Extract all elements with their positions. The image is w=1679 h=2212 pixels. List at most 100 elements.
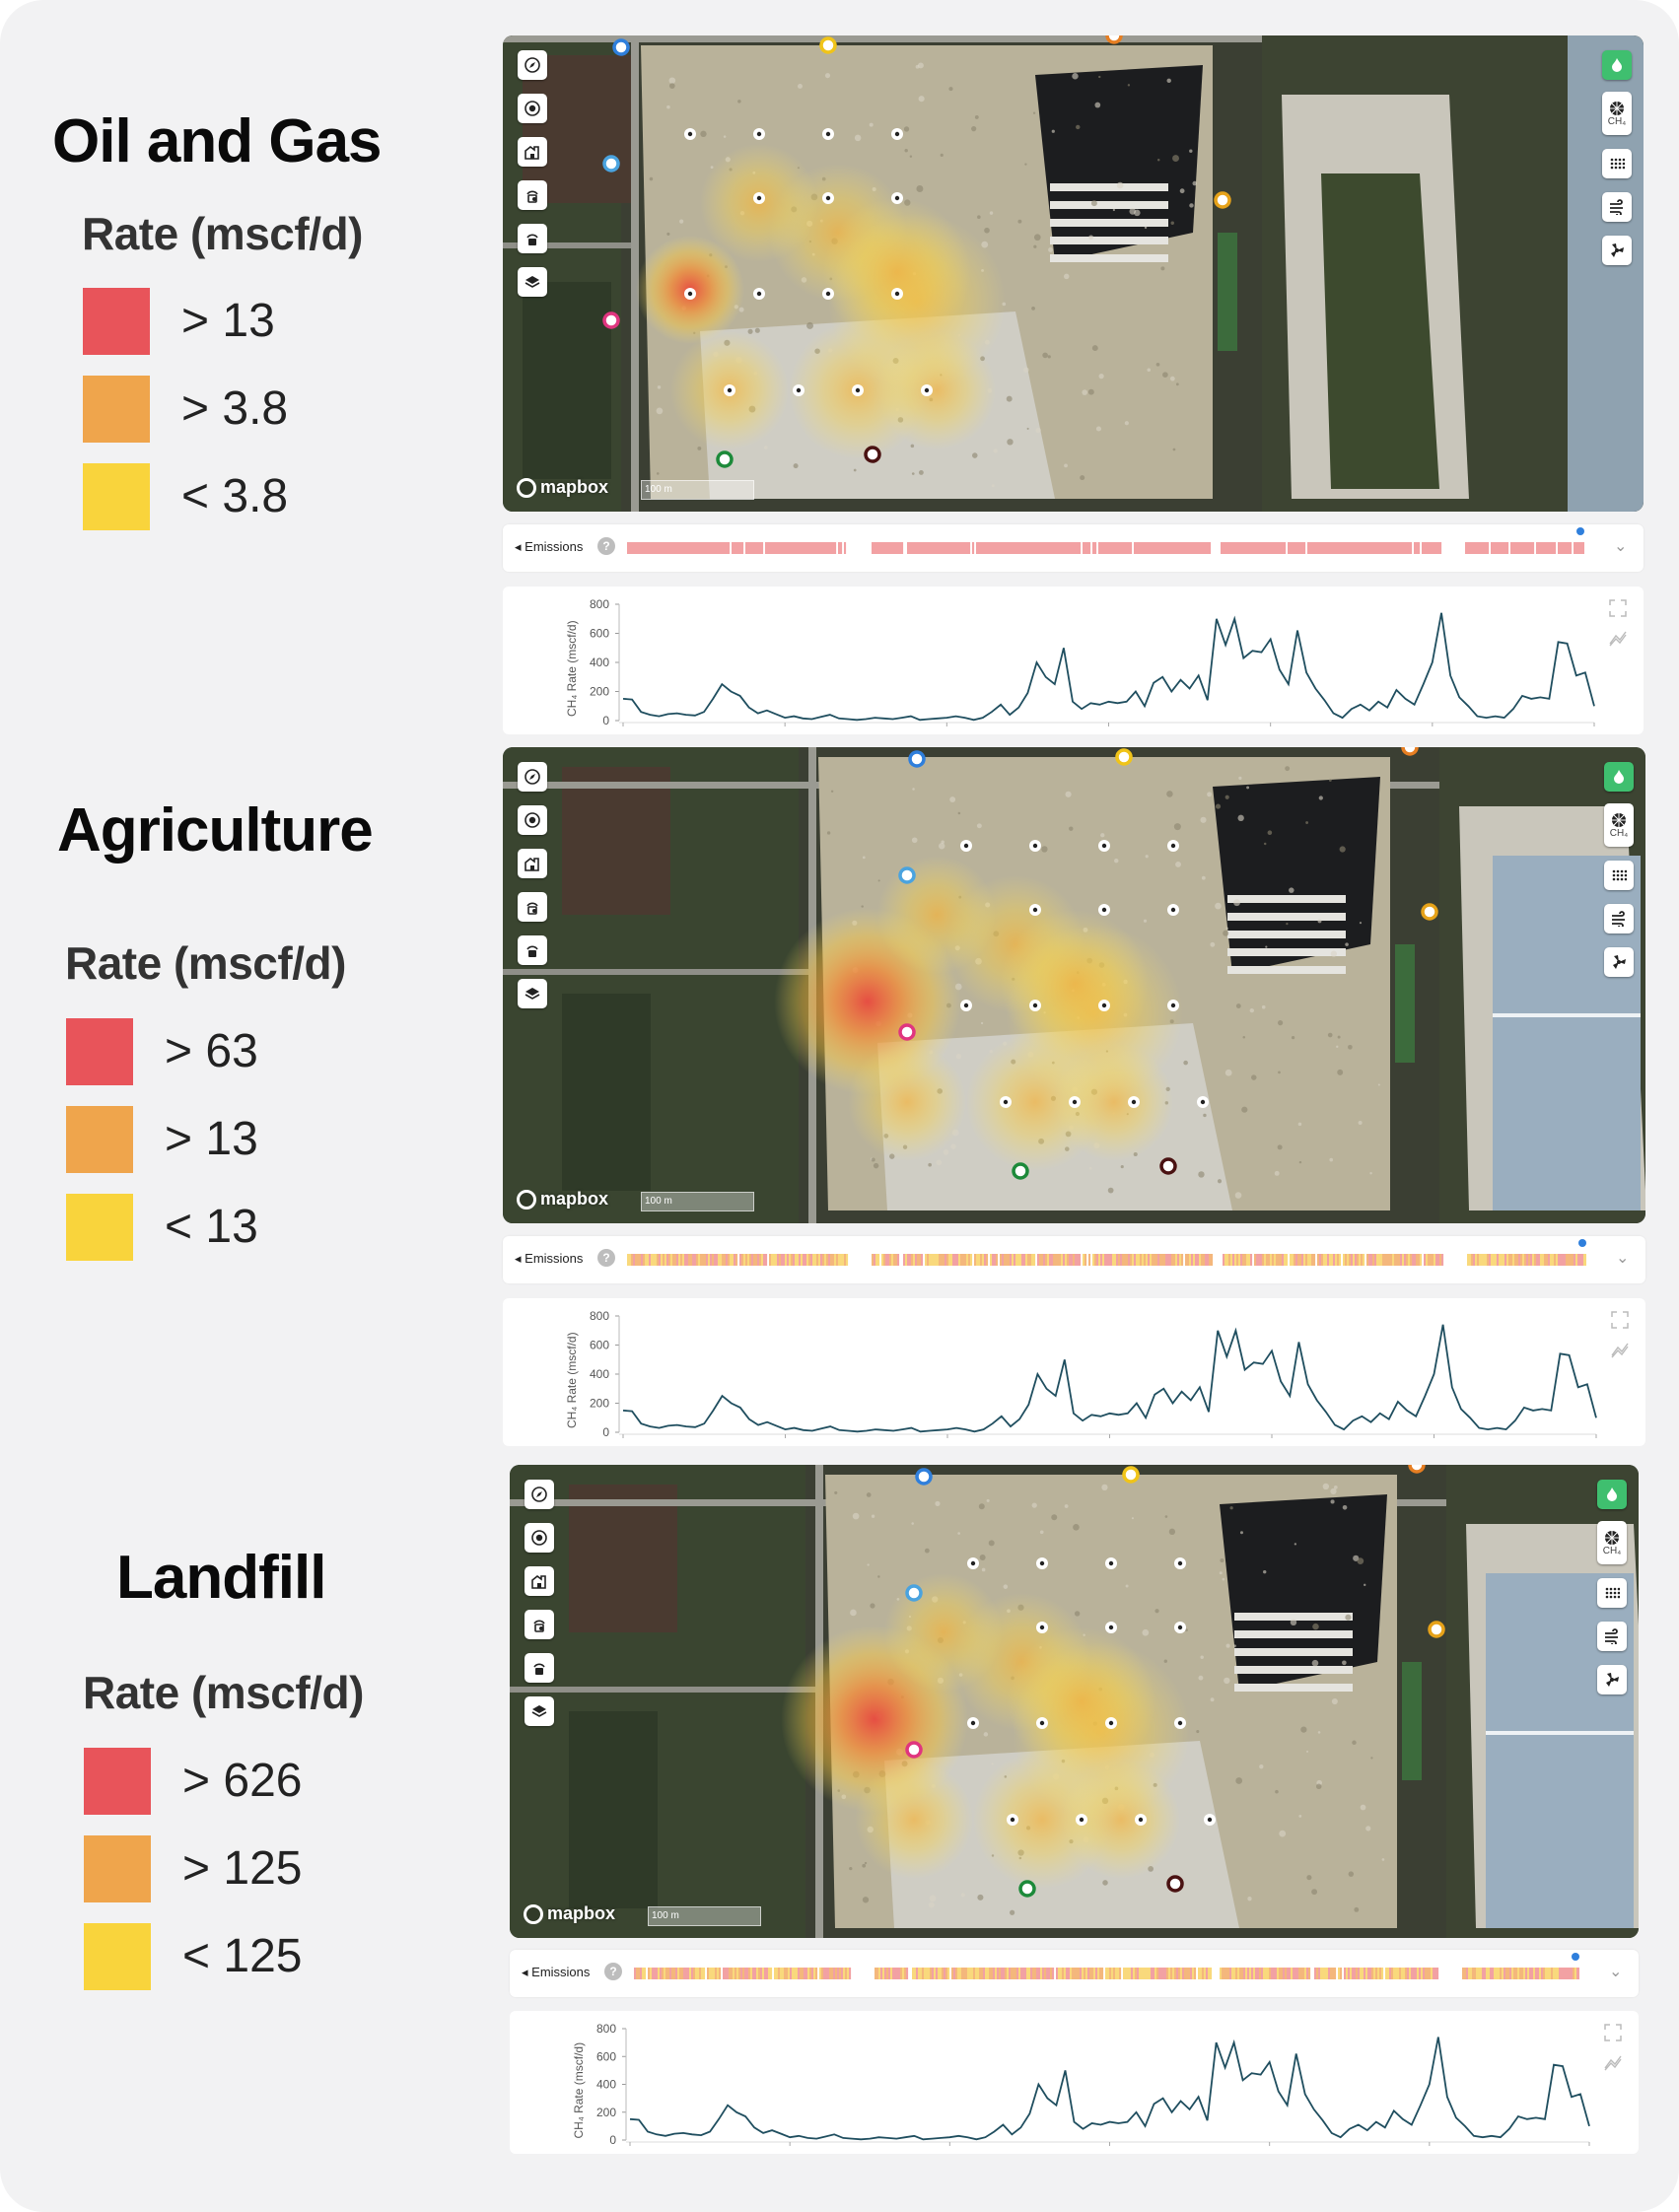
emission-tick (738, 1968, 741, 1979)
emission-tick (1400, 1254, 1403, 1266)
emission-tick (1027, 1254, 1030, 1266)
fan-icon (1613, 955, 1626, 969)
emission-tick (1307, 1254, 1310, 1266)
layers-button[interactable] (525, 1696, 554, 1726)
emission-tick (1295, 1254, 1298, 1266)
emission-tick (1290, 542, 1293, 554)
mapbox-attribution[interactable]: mapbox (517, 477, 608, 498)
grid-icon (1605, 1587, 1620, 1599)
emission-tick (924, 1968, 927, 1979)
target-button[interactable] (518, 805, 547, 835)
emission-tick (635, 542, 638, 554)
emission-tick (1575, 1254, 1578, 1266)
gas-button[interactable]: CH₄ (1604, 803, 1634, 847)
grid-button[interactable] (1597, 1578, 1627, 1608)
emission-tick (884, 1968, 887, 1979)
satellite-map[interactable]: CH₄ mapbox 100 m (510, 1465, 1639, 1938)
emission-tick (1523, 1968, 1526, 1979)
emissions-timeline[interactable]: ◂ Emissions ? ⌄ (510, 1950, 1639, 1997)
help-icon[interactable]: ? (604, 1963, 622, 1980)
sensor-lock-button[interactable] (525, 1653, 554, 1683)
emission-tick (922, 1968, 925, 1979)
compass-button[interactable] (518, 762, 547, 792)
grid-button[interactable] (1602, 149, 1632, 178)
expand-icon[interactable] (1611, 1311, 1629, 1329)
facility-button[interactable] (518, 849, 547, 878)
emission-tick (1560, 1254, 1563, 1266)
emission-tick (980, 542, 983, 554)
timeline-cursor[interactable] (1578, 1239, 1586, 1247)
target-button[interactable] (518, 94, 547, 123)
emission-tick (980, 1254, 983, 1266)
trend-icon[interactable] (1604, 2055, 1622, 2071)
emission-tick (1084, 1254, 1087, 1266)
fan-button[interactable] (1604, 947, 1634, 977)
target-button[interactable] (525, 1523, 554, 1553)
satellite-map[interactable]: CH₄ mapbox 100 m (503, 747, 1645, 1223)
emissions-strip[interactable] (632, 1967, 1579, 1980)
emission-tick (1303, 1254, 1306, 1266)
chevron-down-icon[interactable]: ⌄ (1609, 1964, 1623, 1980)
trend-icon[interactable] (1611, 1343, 1629, 1358)
wind-button[interactable] (1597, 1622, 1627, 1651)
layers-button[interactable] (518, 979, 547, 1008)
legend-row-label: < 3.8 (181, 470, 289, 522)
compass-button[interactable] (525, 1480, 554, 1509)
emissions-strip[interactable] (625, 1253, 1586, 1267)
flame-icon (1612, 58, 1622, 72)
mapbox-attribution[interactable]: mapbox (524, 1903, 615, 1924)
gas-button[interactable]: CH₄ (1597, 1521, 1627, 1564)
help-icon[interactable]: ? (597, 1249, 615, 1267)
facility-button[interactable] (525, 1566, 554, 1596)
compass-button[interactable] (518, 50, 547, 80)
chevron-down-icon[interactable]: ⌄ (1614, 538, 1628, 555)
sensor-button[interactable] (525, 1610, 554, 1639)
layers-button[interactable] (518, 267, 547, 297)
gas-button[interactable]: CH₄ (1602, 92, 1632, 135)
expand-icon[interactable] (1604, 2024, 1622, 2041)
sensor-lock-button[interactable] (518, 935, 547, 965)
sensor-lock-button[interactable] (518, 224, 547, 253)
emission-tick (1008, 1254, 1011, 1266)
emission-tick (694, 1254, 697, 1266)
flame-button[interactable] (1602, 50, 1632, 80)
satellite-map[interactable]: CH₄ mapbox 100 m (503, 35, 1644, 512)
emission-tick (1140, 1254, 1143, 1266)
grid-button[interactable] (1604, 861, 1634, 890)
emission-tick (1264, 542, 1267, 554)
emission-tick (946, 1254, 949, 1266)
facility-icon (525, 857, 539, 871)
emission-tick (917, 542, 920, 554)
emission-tick (678, 1254, 681, 1266)
emission-tick (1419, 1968, 1422, 1979)
emission-tick (1530, 1254, 1533, 1266)
mapbox-attribution[interactable]: mapbox (517, 1189, 608, 1210)
flame-button[interactable] (1597, 1480, 1627, 1509)
help-icon[interactable]: ? (597, 537, 615, 555)
emission-tick (1015, 542, 1018, 554)
emission-tick (1509, 1968, 1512, 1979)
emission-tick (1433, 1968, 1435, 1979)
emission-tick (959, 1968, 962, 1979)
flame-button[interactable] (1604, 762, 1634, 792)
chevron-down-icon[interactable]: ⌄ (1616, 1250, 1630, 1267)
facility-button[interactable] (518, 137, 547, 167)
sensor-button[interactable] (518, 180, 547, 210)
emission-tick (1470, 1968, 1473, 1979)
sensor-button[interactable] (518, 892, 547, 922)
timeline-cursor[interactable] (1576, 527, 1584, 535)
wind-button[interactable] (1602, 192, 1632, 222)
grid-icon (1610, 158, 1625, 170)
emission-tick (1142, 542, 1145, 554)
emissions-timeline[interactable]: ◂ Emissions ? ⌄ (503, 524, 1644, 572)
wind-button[interactable] (1604, 904, 1634, 933)
trend-icon[interactable] (1609, 631, 1627, 647)
timeline-cursor[interactable] (1572, 1953, 1579, 1961)
fan-button[interactable] (1602, 236, 1632, 265)
emission-tick (835, 1968, 838, 1979)
emission-tick (1281, 1968, 1284, 1979)
expand-icon[interactable] (1609, 599, 1627, 617)
emissions-timeline[interactable]: ◂ Emissions ? ⌄ (503, 1236, 1645, 1283)
emissions-strip[interactable] (625, 541, 1584, 555)
fan-button[interactable] (1597, 1665, 1627, 1694)
